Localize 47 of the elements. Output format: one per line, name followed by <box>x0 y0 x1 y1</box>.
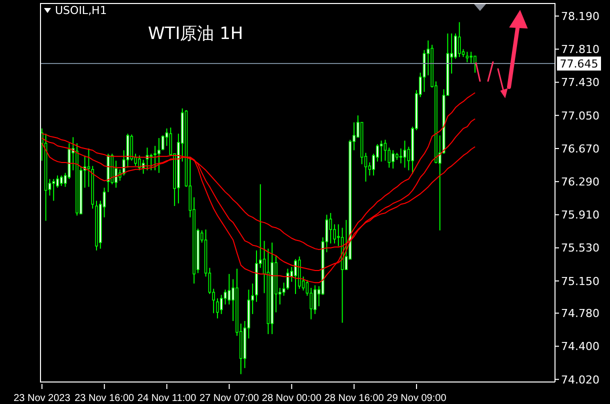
y-tick-label: 77.810 <box>561 43 600 56</box>
y-tick-label: 77.430 <box>561 76 600 90</box>
candlestick <box>60 175 63 186</box>
candlestick <box>458 22 461 58</box>
candlestick <box>138 154 141 171</box>
x-tick-label: 27 Nov 07:00 <box>199 393 260 404</box>
y-tick-label: 76.290 <box>561 176 600 189</box>
y-tick-label: 74.400 <box>561 340 600 354</box>
candlestick <box>388 147 391 168</box>
candlestick <box>56 175 59 188</box>
y-tick-label: 74.780 <box>561 307 600 320</box>
y-tick-label: 76.670 <box>561 142 600 156</box>
x-tick-label: 29 Nov 09:00 <box>386 393 447 404</box>
text: WTI原油 1H <box>148 23 244 45</box>
candlestick <box>220 294 223 315</box>
candlestick <box>228 273 231 305</box>
candlestick <box>158 138 160 174</box>
candlestick <box>52 178 55 202</box>
candlestick <box>314 284 316 315</box>
candlestick <box>392 150 394 170</box>
x-tick-label: 23 Nov 2023 <box>14 393 71 404</box>
candlestick <box>470 51 472 64</box>
candlestick <box>294 258 297 294</box>
candlestick <box>329 212 332 244</box>
candlestick <box>474 56 476 74</box>
y-tick-label: 78.190 <box>561 10 600 23</box>
candlestick <box>130 134 134 162</box>
y-tick-label: 75.910 <box>561 208 600 222</box>
ref-line-label: 77.645 <box>560 58 598 71</box>
candlestick <box>454 32 457 60</box>
candlestick <box>154 145 156 171</box>
y-tick-label: 77.050 <box>561 109 600 122</box>
chart-subtitle: USOIL,H1 <box>55 4 107 17</box>
y-tick-label: 74.020 <box>561 373 600 386</box>
y-tick-label: 75.530 <box>561 242 600 255</box>
y-tick-label: 75.150 <box>561 274 600 288</box>
candlestick <box>399 148 402 164</box>
x-tick-label: 24 Nov 11:00 <box>137 393 197 404</box>
x-tick-label: 28 Nov 16:00 <box>324 393 384 404</box>
candlestick <box>216 298 219 319</box>
candlestick <box>380 140 383 162</box>
x-tick-label: 23 Nov 16:00 <box>74 393 135 404</box>
candlestick <box>466 51 469 63</box>
candlestick <box>161 134 164 151</box>
candlestick <box>87 148 90 188</box>
x-tick-label: 28 Nov 00:00 <box>262 393 322 404</box>
candlestick <box>150 153 153 171</box>
